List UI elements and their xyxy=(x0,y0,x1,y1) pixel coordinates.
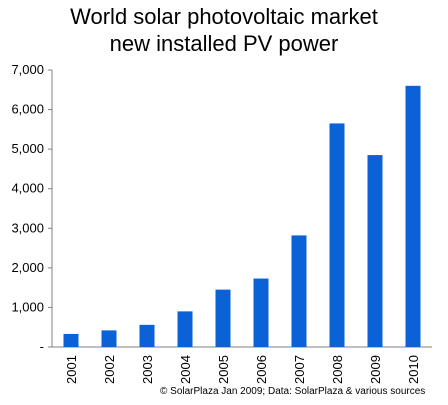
y-tick-label: 3,000 xyxy=(11,220,44,235)
x-tick-label: 2008 xyxy=(330,355,345,384)
x-tick-label: 2002 xyxy=(102,355,117,384)
x-tick-label: 2005 xyxy=(216,355,231,384)
bar-2003 xyxy=(139,324,155,347)
chart-bars xyxy=(63,85,421,348)
x-tick-label: 2010 xyxy=(406,355,421,384)
chart-title-line-1: World solar photovoltaic market xyxy=(70,4,378,29)
x-tick-label: 2009 xyxy=(368,355,383,384)
chart-title-line-2: new installed PV power xyxy=(109,31,339,56)
bar-2004 xyxy=(177,311,193,347)
bar-2002 xyxy=(101,330,117,347)
y-tick-label: 1,000 xyxy=(11,299,44,314)
y-tick-label: 5,000 xyxy=(11,141,44,156)
y-tick-label: 4,000 xyxy=(11,181,44,196)
bar-2010 xyxy=(405,85,421,347)
y-axis-ticks: - 1,000 2,000 3,000 4,000 5,000 6,000 7,000 xyxy=(11,62,52,354)
y-tick-label: 7,000 xyxy=(11,62,44,77)
bar-2008 xyxy=(329,123,345,348)
y-tick-label: - xyxy=(40,339,44,354)
y-tick-label: 6,000 xyxy=(11,102,44,117)
bar-2001 xyxy=(63,333,79,347)
x-tick-label: 2003 xyxy=(140,355,155,384)
chart-title: World solar photovoltaic market new inst… xyxy=(0,3,448,57)
source-credit: © SolarPlaza Jan 2009; Data: SolarPlaza … xyxy=(160,386,426,397)
bar-2007 xyxy=(291,235,307,347)
x-tick-label: 2001 xyxy=(64,355,79,384)
x-tick-label: 2004 xyxy=(178,355,193,384)
bar-2005 xyxy=(215,289,231,347)
bar-2009 xyxy=(367,155,383,347)
x-axis-ticks: 2001 2002 2003 2004 2005 2006 2007 2008 2009 2010 xyxy=(64,355,421,384)
y-tick-label: 2,000 xyxy=(11,260,44,275)
bar-2006 xyxy=(253,278,269,347)
x-tick-label: 2006 xyxy=(254,355,269,384)
x-tick-label: 2007 xyxy=(292,355,307,384)
